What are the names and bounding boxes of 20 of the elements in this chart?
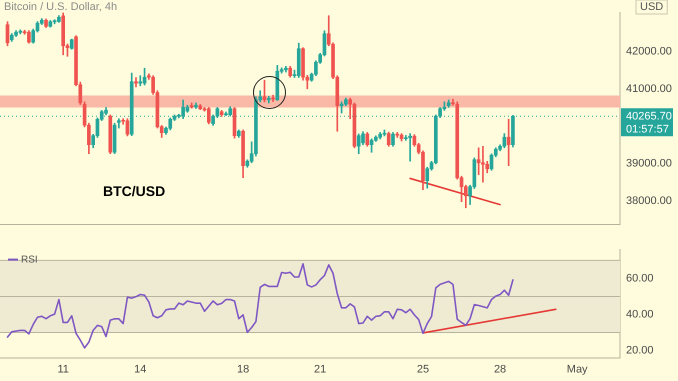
x-tick-label: 21 <box>314 363 326 376</box>
x-tick-label: 25 <box>416 363 430 376</box>
ref-line-label: 40265.70 <box>626 110 672 122</box>
text: 01:57:57 <box>626 123 669 136</box>
y-tick-label: 38000.00 <box>626 194 672 207</box>
x-tick-label: May <box>566 363 588 376</box>
x-tick-label: 11 <box>57 363 69 376</box>
y-tick-label: 42000.00 <box>626 45 672 58</box>
annotation: BTC/USD <box>103 182 166 199</box>
y-tick-label: 39000.00 <box>626 158 672 170</box>
y-tick-label: 20.00 <box>626 344 654 357</box>
legend-label: RSI <box>21 254 38 266</box>
y-tick-label: 41000.00 <box>626 82 672 95</box>
y-tick-label: 40.00 <box>626 308 654 321</box>
x-tick-label: 18 <box>236 363 250 376</box>
text: USD <box>640 1 664 14</box>
x-tick-label: 14 <box>134 363 146 376</box>
chart-title: Bitcoin / U.S. Dollar, 4h <box>4 1 118 14</box>
x-tick-label: 28 <box>494 363 506 376</box>
y-tick-label: 60.00 <box>626 272 654 284</box>
